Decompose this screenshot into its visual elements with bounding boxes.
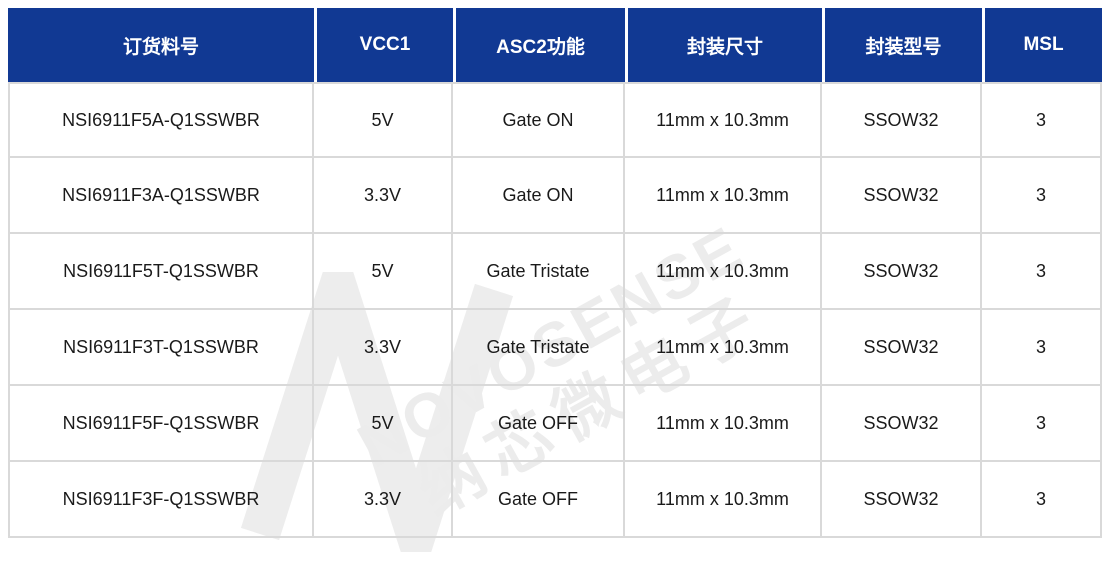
cell-msl: 3: [982, 310, 1102, 386]
col-header-order-part-number: 订货料号: [8, 8, 314, 82]
col-header-asc2-function: ASC2功能: [453, 8, 625, 82]
table-row: NSI6911F5T-Q1SSWBR 5V Gate Tristate 11mm…: [8, 234, 1102, 310]
cell-msl: 3: [982, 158, 1102, 234]
cell-order-part-number: NSI6911F5A-Q1SSWBR: [8, 82, 314, 158]
cell-vcc1: 3.3V: [314, 462, 453, 538]
novosense-n-logo-icon: [240, 272, 514, 552]
cell-package-size: 11mm x 10.3mm: [625, 310, 822, 386]
cell-vcc1: 5V: [314, 234, 453, 310]
cell-package-model: SSOW32: [822, 234, 982, 310]
table-row: NSI6911F5A-Q1SSWBR 5V Gate ON 11mm x 10.…: [8, 82, 1102, 158]
cell-msl: 3: [982, 386, 1102, 462]
cell-package-model: SSOW32: [822, 462, 982, 538]
cell-package-model: SSOW32: [822, 82, 982, 158]
cell-package-size: 11mm x 10.3mm: [625, 234, 822, 310]
cell-msl: 3: [982, 462, 1102, 538]
table-row: NSI6911F3F-Q1SSWBR 3.3V Gate OFF 11mm x …: [8, 462, 1102, 538]
table-row: NSI6911F5F-Q1SSWBR 5V Gate OFF 11mm x 10…: [8, 386, 1102, 462]
col-header-msl: MSL: [982, 8, 1102, 82]
table-row: NSI6911F3T-Q1SSWBR 3.3V Gate Tristate 11…: [8, 310, 1102, 386]
cell-asc2-function: Gate OFF: [453, 386, 625, 462]
cell-vcc1: 3.3V: [314, 158, 453, 234]
ordering-info-table: 订货料号 VCC1 ASC2功能 封装尺寸 封装型号 MSL NSI6911F5…: [8, 8, 1102, 538]
col-header-package-model: 封装型号: [822, 8, 982, 82]
col-header-package-size: 封装尺寸: [625, 8, 822, 82]
cell-asc2-function: Gate Tristate: [453, 234, 625, 310]
cell-order-part-number: NSI6911F3A-Q1SSWBR: [8, 158, 314, 234]
table-row: NSI6911F3A-Q1SSWBR 3.3V Gate ON 11mm x 1…: [8, 158, 1102, 234]
cell-package-size: 11mm x 10.3mm: [625, 462, 822, 538]
cell-package-model: SSOW32: [822, 310, 982, 386]
cell-package-model: SSOW32: [822, 158, 982, 234]
cell-order-part-number: NSI6911F5F-Q1SSWBR: [8, 386, 314, 462]
cell-package-size: 11mm x 10.3mm: [625, 158, 822, 234]
cell-package-size: 11mm x 10.3mm: [625, 82, 822, 158]
cell-order-part-number: NSI6911F3T-Q1SSWBR: [8, 310, 314, 386]
cell-package-model: SSOW32: [822, 386, 982, 462]
cell-vcc1: 3.3V: [314, 310, 453, 386]
cell-msl: 3: [982, 82, 1102, 158]
cell-order-part-number: NSI6911F5T-Q1SSWBR: [8, 234, 314, 310]
cell-asc2-function: Gate Tristate: [453, 310, 625, 386]
col-header-vcc1: VCC1: [314, 8, 453, 82]
cell-vcc1: 5V: [314, 386, 453, 462]
cell-package-size: 11mm x 10.3mm: [625, 386, 822, 462]
cell-asc2-function: Gate ON: [453, 82, 625, 158]
cell-vcc1: 5V: [314, 82, 453, 158]
table-header-row: 订货料号 VCC1 ASC2功能 封装尺寸 封装型号 MSL: [8, 8, 1102, 82]
cell-msl: 3: [982, 234, 1102, 310]
cell-asc2-function: Gate ON: [453, 158, 625, 234]
cell-order-part-number: NSI6911F3F-Q1SSWBR: [8, 462, 314, 538]
cell-asc2-function: Gate OFF: [453, 462, 625, 538]
